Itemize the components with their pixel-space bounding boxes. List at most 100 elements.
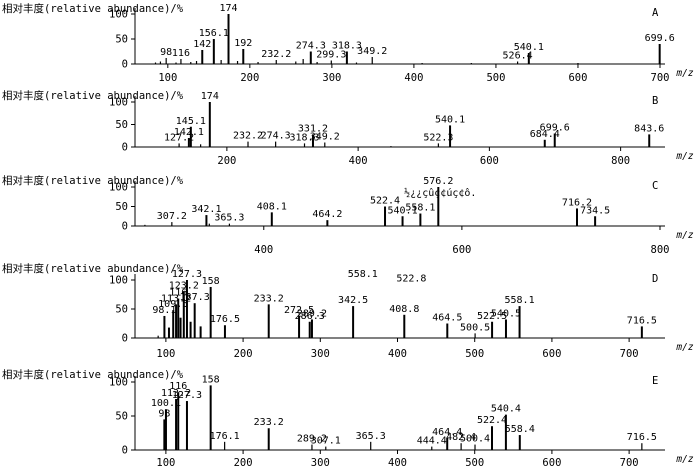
- y-tick-label: 100: [109, 182, 128, 194]
- peak-label: 307.1: [311, 436, 341, 447]
- x-tick-label: 400: [388, 457, 407, 469]
- peak-label: 408.1: [257, 201, 287, 212]
- peak-label: 232.2: [261, 49, 291, 60]
- peak-label: 116: [169, 288, 187, 299]
- peak-label: 522.4: [370, 196, 400, 207]
- panel-letter: C: [652, 180, 658, 192]
- x-tick-label: 400: [349, 155, 368, 167]
- peak-label: 272.5: [284, 305, 314, 316]
- peak-label: 113.2: [161, 293, 191, 304]
- x-tick-label: 100: [156, 457, 175, 469]
- peak-label: 109.5: [158, 299, 188, 310]
- peak-label: 349.2: [357, 46, 387, 57]
- peak-label: 716.5: [627, 432, 657, 443]
- x-tick-label: 400: [404, 72, 423, 84]
- y-tick-label: 100: [109, 9, 128, 21]
- floating-peak-label: 522.8: [396, 274, 426, 285]
- peak-label: 558.1: [405, 203, 435, 214]
- peak-label: 127.2: [164, 132, 194, 143]
- peak-label: 464.2: [312, 209, 342, 220]
- x-tick-label: 300: [311, 457, 330, 469]
- peak-label: 100.1: [151, 398, 181, 409]
- peak-label: 482.4: [446, 432, 476, 443]
- peak-label: 699.6: [645, 33, 675, 44]
- peak-label: 98: [160, 47, 172, 58]
- peak-label: 174: [219, 3, 237, 14]
- peak-label: 699.6: [540, 123, 570, 134]
- spectrum-panel-d: 相对丰度(relative abundance)/% D 0 50 100 100 200 3…: [2, 262, 694, 360]
- peak-label: 342.1: [191, 204, 221, 215]
- x-tick-label: 500: [465, 348, 484, 360]
- x-tick-label: 800: [651, 244, 670, 256]
- peak-label: 522.3: [423, 132, 453, 143]
- x-tick-label: 100: [156, 348, 175, 360]
- peak-annotation: ½¿¿çûç¢úç¢ô.: [404, 187, 476, 199]
- peak-label: 716.2: [562, 197, 592, 208]
- peak-label: 331.2: [298, 123, 328, 134]
- peak-label: 123.2: [169, 281, 199, 292]
- peak-label: 464.4: [432, 427, 462, 438]
- x-axis-title: m/z: [675, 151, 693, 162]
- x-tick-label: 700: [620, 348, 639, 360]
- x-axis-title: m/z: [675, 68, 693, 79]
- peak-label: 500.5: [460, 322, 490, 333]
- peak-label: 176.1: [210, 431, 240, 442]
- peak-label: 299.3: [316, 50, 346, 61]
- x-tick-label: 500: [486, 72, 505, 84]
- peak-label: 500.4: [460, 434, 490, 445]
- y-tick-label: 50: [115, 34, 128, 46]
- x-tick-label: 200: [234, 457, 253, 469]
- peak-label: 540.1: [514, 42, 544, 53]
- peak-label: 408.8: [389, 304, 419, 315]
- peak-label: 116: [169, 381, 187, 392]
- panel-letter: A: [652, 7, 659, 19]
- peak-label: 289.2: [297, 434, 327, 445]
- x-tick-label: 200: [217, 155, 236, 167]
- peak-label: 232.2: [233, 131, 263, 142]
- x-tick-label: 600: [568, 72, 587, 84]
- x-tick-label: 600: [452, 244, 471, 256]
- peak-label: 526.4: [503, 51, 533, 62]
- x-tick-label: 700: [620, 457, 639, 469]
- peak-label: 522.5: [477, 311, 507, 322]
- x-axis-title: m/z: [675, 454, 693, 465]
- peak-label: 158: [202, 276, 220, 287]
- peak-label: 540.4: [491, 404, 521, 415]
- peak-label: 734.5: [580, 205, 610, 216]
- peak-label: 158: [202, 374, 220, 385]
- peak-label: 522.4: [477, 415, 507, 426]
- x-tick-label: 600: [542, 457, 561, 469]
- panel-letter: B: [652, 95, 658, 107]
- x-tick-label: 500: [465, 457, 484, 469]
- peak-label: 156.1: [199, 28, 229, 39]
- peak-label: 142: [193, 39, 211, 50]
- peak-label: 98: [158, 408, 170, 419]
- y-tick-label: 0: [122, 333, 128, 345]
- y-tick-label: 100: [109, 97, 128, 109]
- y-axis-title: 相对丰度(relative abundance)/%: [2, 89, 184, 102]
- peak-label: 233.2: [254, 293, 284, 304]
- peak-label: 137.3: [180, 292, 210, 303]
- x-tick-label: 400: [254, 244, 273, 256]
- peak-label: 116: [172, 48, 190, 59]
- peak-label: 318.3: [332, 41, 362, 52]
- peak-label: 142.1: [174, 127, 204, 138]
- peak-label: 558.4: [505, 424, 535, 435]
- y-tick-label: 100: [109, 377, 128, 389]
- peak-label: 192: [234, 38, 252, 49]
- peak-label: 365.3: [356, 431, 386, 442]
- x-axis-title: m/z: [675, 342, 693, 353]
- spectrum-panel-e: 相对丰度(relative abundance)/% E 0 50 100 100 200 3…: [2, 368, 694, 469]
- peak-label: 576.2: [423, 176, 453, 187]
- spectrum-panel-c: 相对丰度(relative abundance)/% C 0 50 100 400 600 8…: [2, 174, 694, 256]
- peak-label: 127.3: [172, 269, 202, 280]
- peak-label: 716.5: [627, 315, 657, 326]
- peak-label: 113.2: [161, 388, 191, 399]
- peak-label: 98.1: [152, 305, 176, 316]
- peak-label: 349.2: [310, 132, 340, 143]
- peak-label: 342.5: [338, 295, 368, 306]
- peak-label: 464.5: [432, 313, 462, 324]
- peak-label: 365.3: [214, 213, 244, 224]
- peak-label: 540.1: [435, 114, 465, 125]
